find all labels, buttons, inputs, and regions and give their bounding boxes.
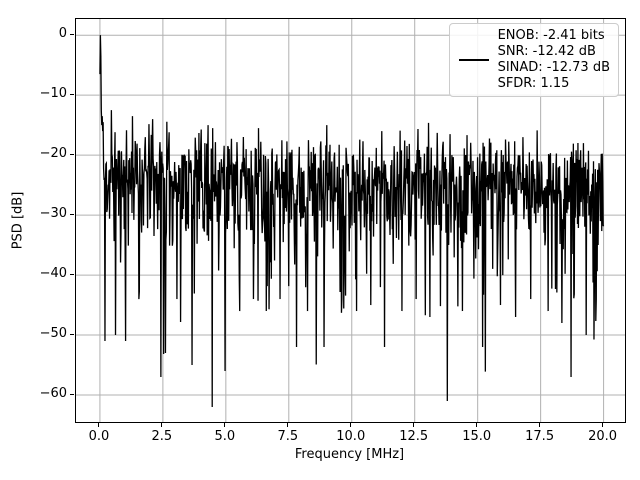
x-tick-label: 12.5	[399, 429, 429, 444]
x-axis-label: Frequency [MHz]	[294, 447, 405, 462]
x-tick-mark	[287, 423, 289, 427]
x-tick-mark	[98, 423, 100, 427]
x-tick-mark	[539, 423, 541, 427]
legend-sinad-label: SINAD: -12.73 dB	[497, 60, 610, 75]
x-tick-label: 5.0	[214, 429, 236, 444]
x-tick-label: 17.5	[525, 429, 555, 444]
legend-text-block: ENOB: -2.41 bits SNR: -12.42 dB SINAD: -…	[498, 28, 610, 92]
x-tick-mark	[224, 423, 226, 427]
x-tick-mark	[476, 423, 478, 427]
y-tick-mark	[70, 33, 74, 35]
x-tick-label: 20.0	[588, 429, 618, 444]
y-tick-label: 0	[58, 26, 67, 42]
y-tick-mark	[70, 93, 74, 95]
legend-line-sample-icon	[458, 59, 489, 61]
y-tick-label: −40	[39, 266, 67, 282]
x-tick-mark	[350, 423, 352, 427]
x-tick-label: 7.5	[277, 429, 299, 444]
psd-trace	[99, 35, 605, 408]
y-tick-label: −20	[39, 146, 67, 162]
x-tick-mark	[413, 423, 415, 427]
x-tick-label: 10.0	[336, 429, 366, 444]
y-tick-label: −50	[39, 326, 67, 342]
x-tick-label: 15.0	[462, 429, 492, 444]
x-tick-label: 0.0	[88, 429, 110, 444]
x-tick-mark	[161, 423, 163, 427]
plot-area: ENOB: -2.41 bits SNR: -12.42 dB SINAD: -…	[75, 18, 626, 423]
y-tick-mark	[70, 393, 74, 395]
legend-enob-label: ENOB: -2.41 bits	[497, 28, 605, 43]
y-tick-mark	[70, 153, 74, 155]
y-tick-mark	[70, 333, 74, 335]
legend-snr-label: SNR: -12.42 dB	[497, 44, 596, 59]
x-tick-label: 2.5	[151, 429, 173, 444]
y-tick-mark	[70, 273, 74, 275]
legend: ENOB: -2.41 bits SNR: -12.42 dB SINAD: -…	[448, 23, 619, 97]
plot-canvas	[76, 19, 625, 422]
legend-sfdr-label: SFDR: 1.15	[497, 76, 570, 91]
y-tick-label: −30	[39, 206, 67, 222]
y-tick-label: −60	[39, 386, 67, 401]
y-tick-mark	[70, 213, 74, 215]
x-tick-mark	[602, 423, 604, 427]
y-tick-label: −10	[39, 86, 67, 102]
